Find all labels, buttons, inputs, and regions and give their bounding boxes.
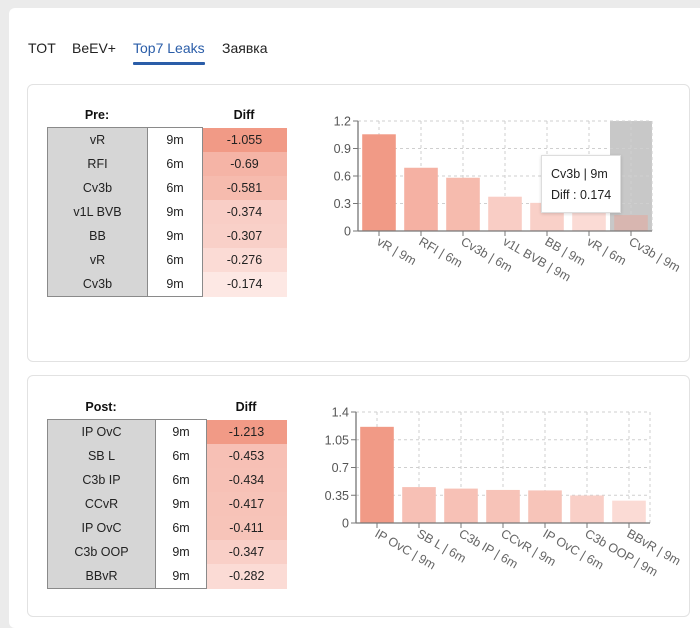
y-tick-label: 0 (344, 225, 351, 239)
row-time: 9m (155, 564, 207, 589)
row-name: IP OvC (47, 419, 156, 444)
row-name: BBvR (47, 564, 156, 589)
pre-table-row: vR 9m -1.055 (47, 127, 287, 152)
row-name: Cv3b (47, 272, 148, 297)
row-diff: -0.174 (202, 272, 287, 297)
row-diff: -0.417 (206, 492, 287, 516)
bar[interactable] (612, 501, 646, 523)
y-tick-label: 1.05 (325, 433, 349, 447)
row-diff: -0.453 (206, 444, 287, 468)
pre-diff-header: Diff (233, 108, 255, 122)
pre-table-row: RFI 6m -0.69 (47, 152, 287, 176)
row-diff: -0.69 (202, 152, 287, 176)
pre-header: Pre: (84, 108, 110, 122)
bar[interactable] (486, 490, 520, 523)
row-time: 9m (147, 127, 203, 152)
row-time: 9m (147, 200, 203, 224)
chart-tooltip: Cv3b | 9m Diff : 0.174 (541, 155, 621, 213)
row-diff: -0.434 (206, 468, 287, 492)
row-time: 9m (155, 540, 207, 564)
tab-beev[interactable]: BeEV+ (72, 40, 116, 56)
row-time: 6m (155, 444, 207, 468)
post-table: IP OvC 9m -1.213 SB L 6m -0.453 C3b IP 6m -0.434… (47, 419, 287, 589)
row-name: C3b IP (47, 468, 156, 492)
tab-zayavka[interactable]: Заявка (222, 40, 268, 56)
y-tick-label: 0.7 (332, 461, 349, 475)
pre-table: vR 9m -1.055 RFI 6m -0.69 Cv3b 6m -0.581 v1L BVB 9… (47, 127, 287, 297)
row-time: 6m (155, 468, 207, 492)
y-tick-label: 0.35 (325, 489, 349, 503)
y-tick-label: 0.3 (334, 197, 351, 211)
row-diff: -0.581 (202, 176, 287, 200)
row-name: RFI (47, 152, 148, 176)
row-name: SB L (47, 444, 156, 468)
bar[interactable] (488, 197, 522, 231)
row-time: 6m (147, 176, 203, 200)
active-tab-indicator (133, 62, 205, 65)
row-time: 9m (147, 272, 203, 297)
row-time: 6m (147, 152, 203, 176)
pre-table-row: BB 9m -0.307 (47, 224, 287, 248)
post-header: Post: (85, 400, 117, 414)
post-table-row: IP OvC 9m -1.213 (47, 419, 287, 444)
row-diff: -0.347 (206, 540, 287, 564)
tooltip-value: Diff : 0.174 (551, 188, 612, 202)
bar[interactable] (446, 178, 480, 231)
y-tick-label: 1.2 (334, 115, 351, 129)
post-table-row: C3b OOP 9m -0.347 (47, 540, 287, 564)
bar[interactable] (404, 168, 438, 231)
bar[interactable] (444, 489, 478, 523)
pre-table-row: Cv3b 9m -0.174 (47, 272, 287, 297)
tab-top7-leaks[interactable]: Top7 Leaks (133, 40, 205, 56)
row-name: vR (47, 248, 148, 272)
bar[interactable] (360, 427, 394, 523)
y-tick-label: 0 (342, 517, 349, 531)
row-name: IP OvC (47, 516, 156, 540)
tooltip-title: Cv3b | 9m (551, 167, 608, 181)
y-tick-label: 0.6 (334, 170, 351, 184)
row-diff: -0.307 (202, 224, 287, 248)
post-table-row: BBvR 9m -0.282 (47, 564, 287, 589)
row-diff: -0.411 (206, 516, 287, 540)
post-diff-header: Diff (235, 400, 257, 414)
row-diff: -0.374 (202, 200, 287, 224)
post-table-row: SB L 6m -0.453 (47, 444, 287, 468)
post-table-row: CCvR 9m -0.417 (47, 492, 287, 516)
pre-table-row: Cv3b 6m -0.581 (47, 176, 287, 200)
pre-table-row: vR 6m -0.276 (47, 248, 287, 272)
row-time: 6m (147, 248, 203, 272)
row-time: 9m (147, 224, 203, 248)
row-time: 9m (155, 419, 207, 444)
row-name: Cv3b (47, 176, 148, 200)
pre-table-row: v1L BVB 9m -0.374 (47, 200, 287, 224)
row-time: 9m (155, 492, 207, 516)
bar[interactable] (362, 134, 396, 231)
row-time: 6m (155, 516, 207, 540)
row-name: C3b OOP (47, 540, 156, 564)
bar[interactable] (402, 487, 436, 523)
row-name: v1L BVB (47, 200, 148, 224)
post-table-row: C3b IP 6m -0.434 (47, 468, 287, 492)
row-name: CCvR (47, 492, 156, 516)
row-diff: -1.213 (206, 419, 287, 444)
row-name: BB (47, 224, 148, 248)
bar[interactable] (528, 490, 562, 523)
y-tick-label: 1.4 (332, 406, 349, 420)
bar[interactable] (570, 495, 604, 523)
row-name: vR (47, 127, 148, 152)
bar[interactable] (614, 215, 648, 231)
post-table-row: IP OvC 6m -0.411 (47, 516, 287, 540)
row-diff: -0.282 (206, 564, 287, 589)
y-tick-label: 0.9 (334, 142, 351, 156)
row-diff: -1.055 (202, 127, 287, 152)
tab-tot[interactable]: TOT (28, 40, 56, 56)
row-diff: -0.276 (202, 248, 287, 272)
